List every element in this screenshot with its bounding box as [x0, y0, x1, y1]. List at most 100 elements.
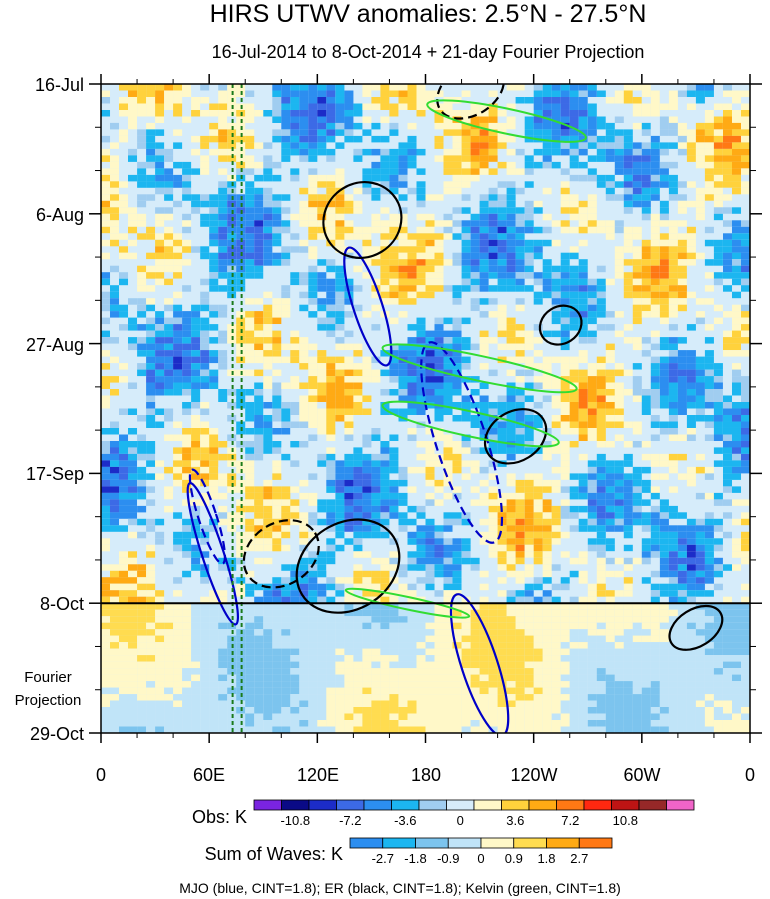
field-cell: [209, 668, 219, 675]
field-cell: [732, 142, 742, 149]
field-cell: [425, 642, 435, 649]
field-cell: [704, 629, 714, 636]
field-cell: [623, 505, 633, 513]
field-cell: [263, 304, 273, 312]
field-cell: [569, 622, 579, 630]
field-cell: [650, 135, 660, 143]
field-cell: [200, 525, 210, 532]
field-cell: [164, 168, 174, 175]
field-cell: [245, 415, 255, 422]
field-cell: [723, 395, 733, 402]
field-cell: [380, 324, 390, 331]
field-cell: [191, 395, 201, 402]
field-cell: [596, 531, 606, 539]
field-cell: [191, 609, 201, 617]
field-cell: [101, 460, 111, 467]
field-cell: [677, 531, 687, 539]
field-cell: [741, 376, 750, 383]
field-cell: [488, 551, 498, 558]
field-cell: [569, 298, 579, 305]
field-cell: [344, 246, 354, 253]
field-cell: [407, 635, 417, 643]
field-cell: [299, 479, 309, 487]
field-cell: [110, 213, 120, 221]
field-cell: [533, 376, 543, 383]
field-cell: [299, 220, 309, 227]
field-cell: [443, 116, 453, 123]
field-cell: [254, 622, 264, 630]
field-cell: [623, 272, 633, 279]
field-cell: [128, 343, 138, 351]
field-cell: [641, 291, 651, 299]
field-cell: [263, 635, 273, 643]
field-cell: [641, 389, 651, 396]
field-cell: [741, 259, 750, 266]
field-cell: [407, 363, 417, 370]
field-cell: [578, 122, 588, 130]
field-cell: [110, 376, 120, 383]
field-cell: [371, 466, 381, 474]
field-cell: [155, 518, 165, 526]
field-cell: [542, 466, 552, 474]
field-cell: [308, 155, 318, 162]
field-cell: [335, 492, 345, 500]
field-cell: [425, 596, 435, 604]
field-cell: [416, 402, 426, 409]
field-cell: [137, 622, 147, 630]
field-cell: [732, 447, 742, 454]
field-cell: [209, 492, 219, 500]
field-cell: [254, 187, 264, 195]
field-cell: [416, 317, 426, 325]
field-cell: [299, 674, 309, 682]
field-cell: [704, 181, 714, 188]
field-cell: [128, 570, 138, 578]
field-cell: [182, 635, 192, 643]
field-cell: [560, 479, 570, 487]
field-cell: [587, 84, 597, 91]
field-cell: [497, 116, 507, 123]
field-cell: [732, 415, 742, 422]
field-cell: [479, 434, 489, 441]
field-cell: [173, 635, 183, 643]
field-cell: [560, 298, 570, 305]
field-cell: [263, 168, 273, 175]
field-cell: [668, 142, 678, 149]
field-cell: [632, 239, 642, 247]
field-cell: [398, 570, 408, 578]
field-cell: [614, 622, 624, 630]
field-cell: [659, 142, 669, 149]
field-cell: [335, 402, 345, 409]
field-cell: [650, 460, 660, 467]
field-cell: [614, 479, 624, 487]
field-cell: [668, 635, 678, 643]
field-cell: [461, 629, 471, 636]
field-cell: [272, 376, 282, 383]
field-cell: [723, 311, 733, 318]
field-cell: [506, 609, 516, 617]
field-cell: [443, 635, 453, 643]
field-cell: [254, 564, 264, 571]
field-cell: [119, 441, 129, 448]
field-cell: [308, 272, 318, 279]
field-cell: [479, 668, 489, 675]
field-cell: [281, 622, 291, 630]
field-cell: [101, 298, 111, 305]
field-cell: [578, 110, 588, 117]
field-cell: [200, 174, 210, 182]
field-cell: [641, 311, 651, 318]
field-cell: [569, 285, 579, 292]
field-cell: [425, 577, 435, 584]
field-cell: [254, 330, 264, 338]
field-cell: [452, 285, 462, 292]
field-cell: [470, 272, 480, 279]
field-cell: [677, 116, 687, 123]
field-cell: [542, 596, 552, 604]
field-cell: [479, 161, 489, 169]
field-cell: [479, 603, 489, 610]
field-cell: [704, 363, 714, 370]
field-cell: [110, 577, 120, 584]
field-cell: [182, 369, 192, 377]
field-cell: [632, 473, 642, 480]
field-cell: [704, 441, 714, 448]
field-cell: [380, 441, 390, 448]
